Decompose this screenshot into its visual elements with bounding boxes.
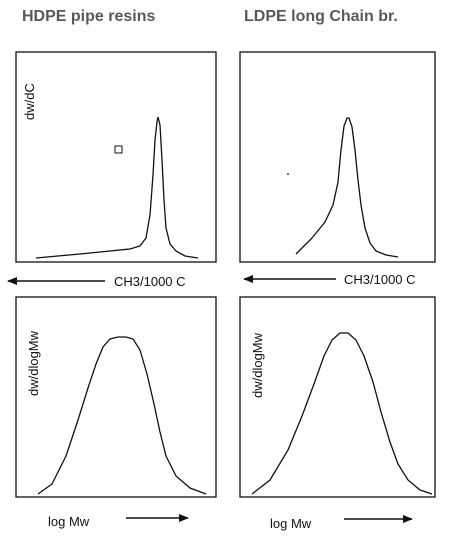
dot-marker [287, 173, 289, 175]
axis-caption: CH3/1000 C [344, 272, 416, 287]
distribution-curve [251, 332, 433, 495]
distribution-curve [35, 116, 199, 259]
middle-right-axis: CH3/1000 C [243, 272, 416, 287]
panel-frame [15, 51, 217, 263]
distribution-curve [295, 117, 399, 258]
middle-left-axis: CH3/1000 C [7, 274, 186, 289]
marker-square [114, 145, 123, 154]
panel-frame [15, 296, 217, 498]
bottom-left-axis: log Mw [48, 514, 189, 529]
bottom-right-axis: log Mw [270, 515, 413, 531]
axis-caption: log Mw [270, 516, 312, 531]
axis-caption: CH3/1000 C [114, 274, 186, 289]
distribution-curve [37, 336, 207, 495]
y-axis-label: dw/dC [22, 83, 37, 120]
panel-bottom-right: dw/dlogMw [239, 296, 436, 498]
title-hdpe-pipe-resins: HDPE pipe resins [22, 8, 156, 25]
panel-frame [239, 51, 436, 263]
panel-frame [239, 296, 436, 498]
y-axis-label: dw/dlogMw [26, 330, 41, 396]
title-ldpe-long-chain: LDPE long Chain br. [244, 8, 398, 25]
panel-top-right [239, 51, 436, 263]
y-axis-label: dw/dlogMw [250, 332, 265, 398]
axis-caption: log Mw [48, 514, 90, 529]
panel-bottom-left: dw/dlogMw [15, 296, 217, 498]
panel-top-left: dw/dC [15, 51, 217, 263]
